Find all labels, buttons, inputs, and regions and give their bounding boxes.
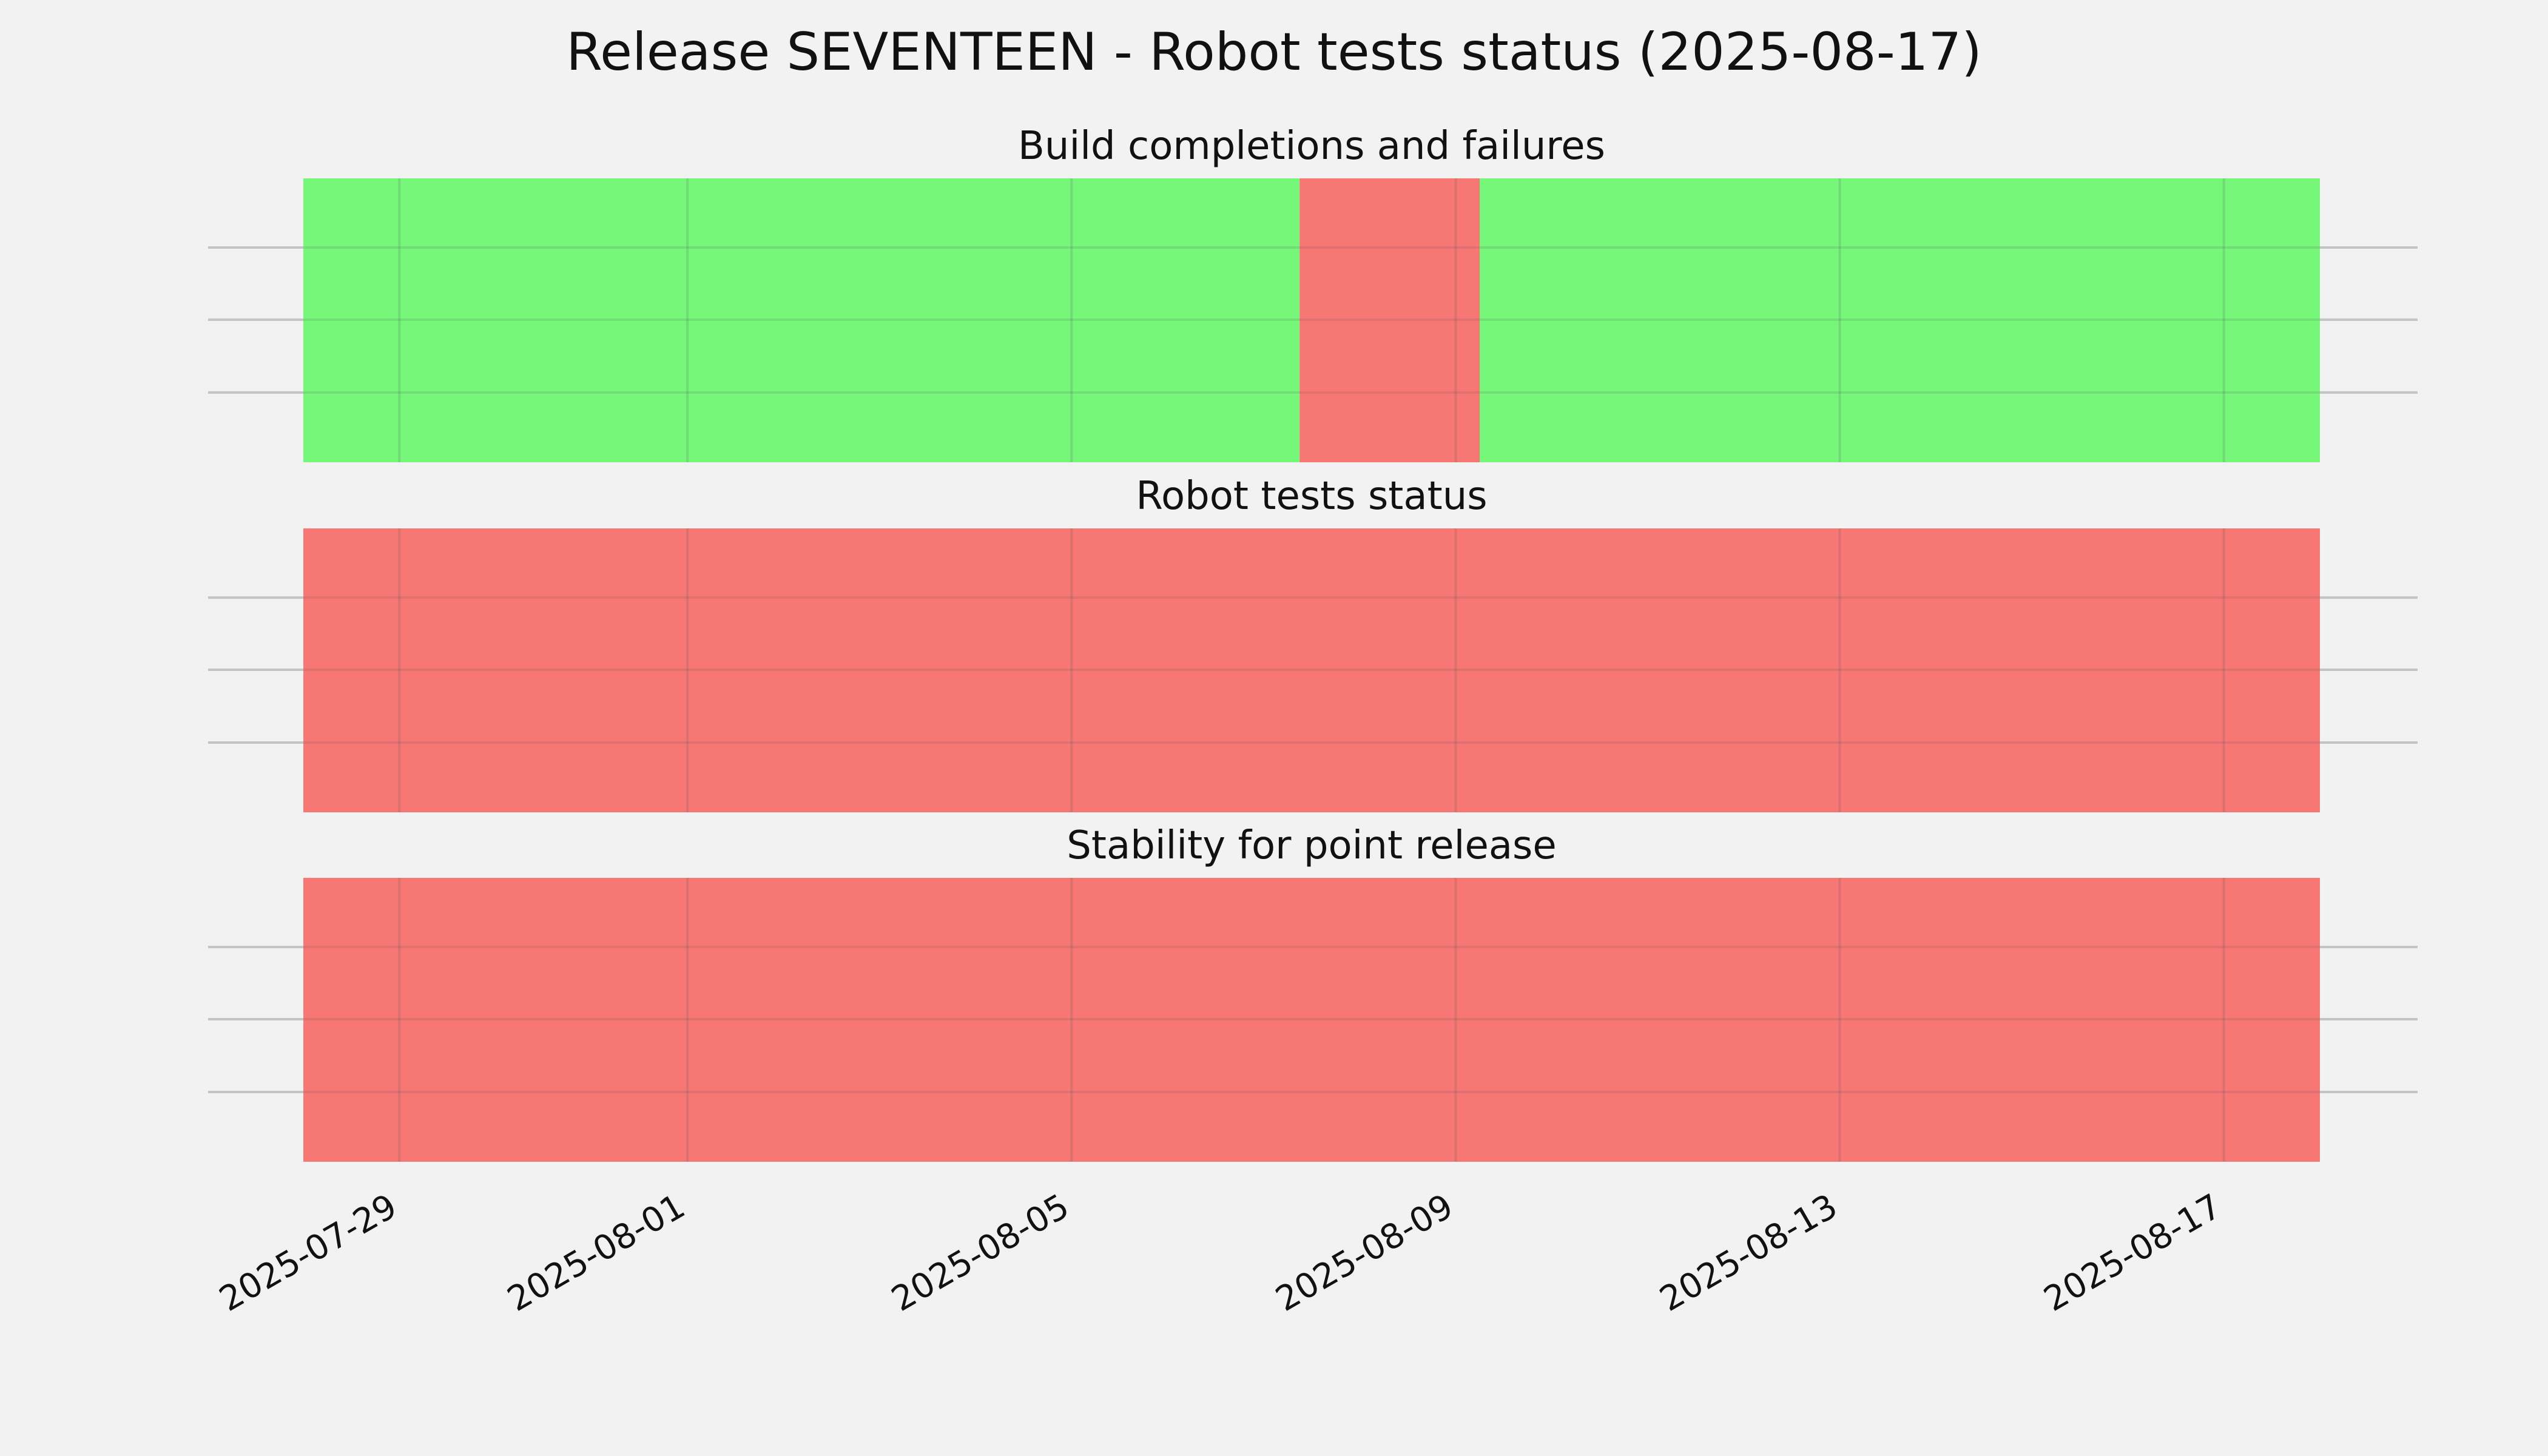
- panels: Build completions and failures Robot test…: [208, 124, 2418, 1162]
- x-tick-label: 2025-07-29: [213, 1187, 403, 1320]
- x-tick-label: 2025-08-05: [885, 1187, 1076, 1320]
- panel-title: Stability for point release: [1067, 823, 1557, 868]
- x-tick-label: 2025-08-13: [1653, 1187, 1844, 1320]
- panel-3: Stability for point release: [208, 823, 2418, 1162]
- status-segment-pass: [1480, 178, 2320, 462]
- chart-title: Release SEVENTEEN - Robot tests status (…: [566, 22, 1982, 83]
- x-axis-tick-labels: 2025-07-29 2025-08-01 2025-08-05 2025-08-09…: [213, 1187, 2228, 1320]
- panel-2: Robot tests status: [208, 474, 2418, 812]
- panel-1: Build completions and failures: [208, 124, 2418, 462]
- status-segment-pass: [303, 178, 1300, 462]
- status-segment-fail: [303, 528, 2320, 812]
- x-tick-label: 2025-08-17: [2037, 1187, 2228, 1320]
- panel-title: Robot tests status: [1136, 474, 1487, 519]
- panel-title: Build completions and failures: [1018, 124, 1605, 169]
- x-tick-label: 2025-08-01: [501, 1187, 692, 1320]
- x-tick-label: 2025-08-09: [1269, 1187, 1460, 1320]
- status-segment-fail: [303, 878, 2320, 1162]
- status-segment-fail: [1299, 178, 1480, 462]
